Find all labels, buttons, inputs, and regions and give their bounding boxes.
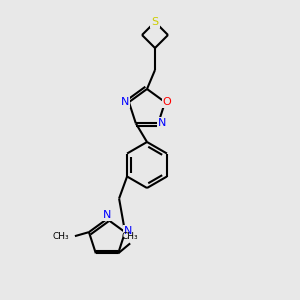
Text: CH₃: CH₃ <box>122 232 139 242</box>
Text: O: O <box>163 97 171 107</box>
Text: N: N <box>158 118 166 128</box>
Text: CH₃: CH₃ <box>52 232 69 241</box>
Text: N: N <box>121 97 129 107</box>
Text: N: N <box>124 226 132 236</box>
Text: S: S <box>152 17 159 27</box>
Text: N: N <box>103 210 111 220</box>
